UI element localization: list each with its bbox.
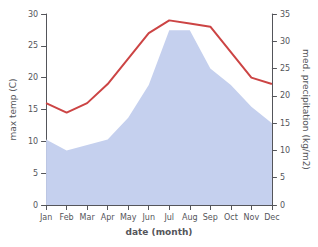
svg-text:5: 5 (33, 169, 38, 178)
svg-text:10: 10 (28, 137, 38, 146)
svg-text:Dec: Dec (264, 213, 279, 222)
svg-text:Jun: Jun (141, 213, 155, 222)
svg-text:5: 5 (280, 173, 285, 182)
svg-text:Mar: Mar (80, 213, 96, 222)
svg-text:Nov: Nov (244, 213, 260, 222)
svg-text:20: 20 (28, 73, 38, 82)
svg-text:Oct: Oct (224, 213, 238, 222)
svg-text:30: 30 (28, 10, 38, 19)
svg-text:Jan: Jan (39, 213, 52, 222)
svg-text:Jul: Jul (163, 213, 174, 222)
svg-text:30: 30 (280, 37, 290, 46)
svg-text:date (month): date (month) (126, 227, 193, 237)
svg-text:max temp (C): max temp (C) (8, 78, 18, 140)
svg-text:Apr: Apr (101, 213, 116, 222)
svg-text:Aug: Aug (182, 213, 198, 222)
svg-text:15: 15 (280, 119, 290, 128)
svg-text:35: 35 (280, 10, 290, 19)
svg-text:May: May (120, 213, 137, 222)
svg-text:med. precipitation (kg/m2): med. precipitation (kg/m2) (301, 49, 311, 170)
svg-text:20: 20 (280, 91, 290, 100)
svg-text:25: 25 (280, 64, 290, 73)
svg-text:Sep: Sep (203, 213, 218, 222)
svg-text:0: 0 (33, 201, 38, 210)
svg-text:25: 25 (28, 41, 38, 50)
svg-text:0: 0 (280, 201, 285, 210)
svg-text:10: 10 (280, 146, 290, 155)
svg-text:Feb: Feb (60, 213, 74, 222)
svg-text:15: 15 (28, 105, 38, 114)
